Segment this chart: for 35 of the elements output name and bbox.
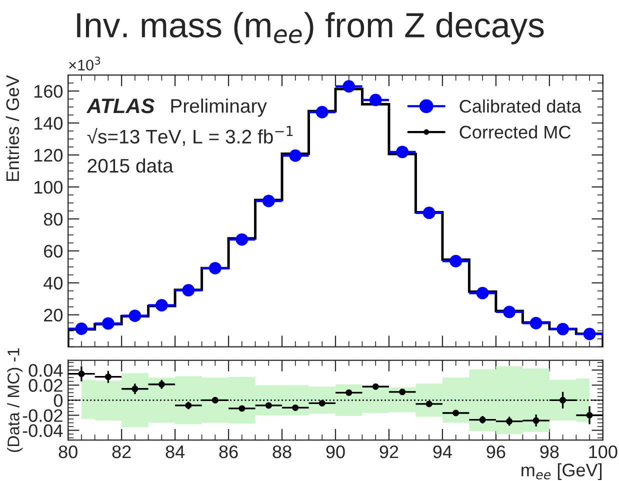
x-tick-label: 86 <box>219 445 238 458</box>
x-axis-title: m$_{ee}$ [GeV] <box>522 463 602 480</box>
legend-label: Corrected MC <box>460 125 571 139</box>
annotation: 2015 data <box>88 158 174 173</box>
annotation: √s=13 TeV, L = 3.2 fb$^{−1}$ <box>87 126 293 146</box>
x-tick-label: 82 <box>112 445 131 458</box>
y-tick-label: 20 <box>44 308 63 322</box>
y-tick-label: 40 <box>44 276 63 290</box>
legend-label: Calibrated data <box>460 99 582 113</box>
x-tick-label: 90 <box>326 445 345 458</box>
annotation: Preliminary <box>171 98 267 117</box>
x-tick-label: 80 <box>58 445 78 458</box>
x-tick-label: 100 <box>589 445 618 458</box>
annotation: ATLAS <box>86 98 154 114</box>
text: ×10$^{3}$ <box>69 56 100 71</box>
y-tick-label: 140 <box>34 116 63 130</box>
chart-title: Inv. mass (m$_{ee}$) from Z decays <box>77 12 544 44</box>
x-tick-label: 92 <box>380 445 398 458</box>
y-tick-label: 80 <box>44 212 63 226</box>
y-tick-label: 120 <box>34 148 63 162</box>
y-tick-label: 60 <box>44 244 63 258</box>
x-tick-label: 94 <box>433 445 452 458</box>
y-tick-label: 0.02 <box>28 379 62 392</box>
y-tick-label: 100 <box>34 180 63 194</box>
x-tick-label: 88 <box>272 445 292 458</box>
y-tick-label: 160 <box>34 84 63 98</box>
y-axis-title: (Data / MC) -1 <box>7 348 23 452</box>
x-tick-label: 84 <box>166 445 185 458</box>
y-tick-label: 0 <box>54 394 63 407</box>
y-tick-label: -0.02 <box>22 409 62 422</box>
y-tick-label: 0.04 <box>28 364 63 377</box>
y-tick-label: -0.04 <box>22 424 63 438</box>
x-tick-label: 96 <box>486 445 506 458</box>
y-axis-title: Entries / GeV <box>6 75 20 181</box>
x-tick-label: 98 <box>540 445 559 458</box>
